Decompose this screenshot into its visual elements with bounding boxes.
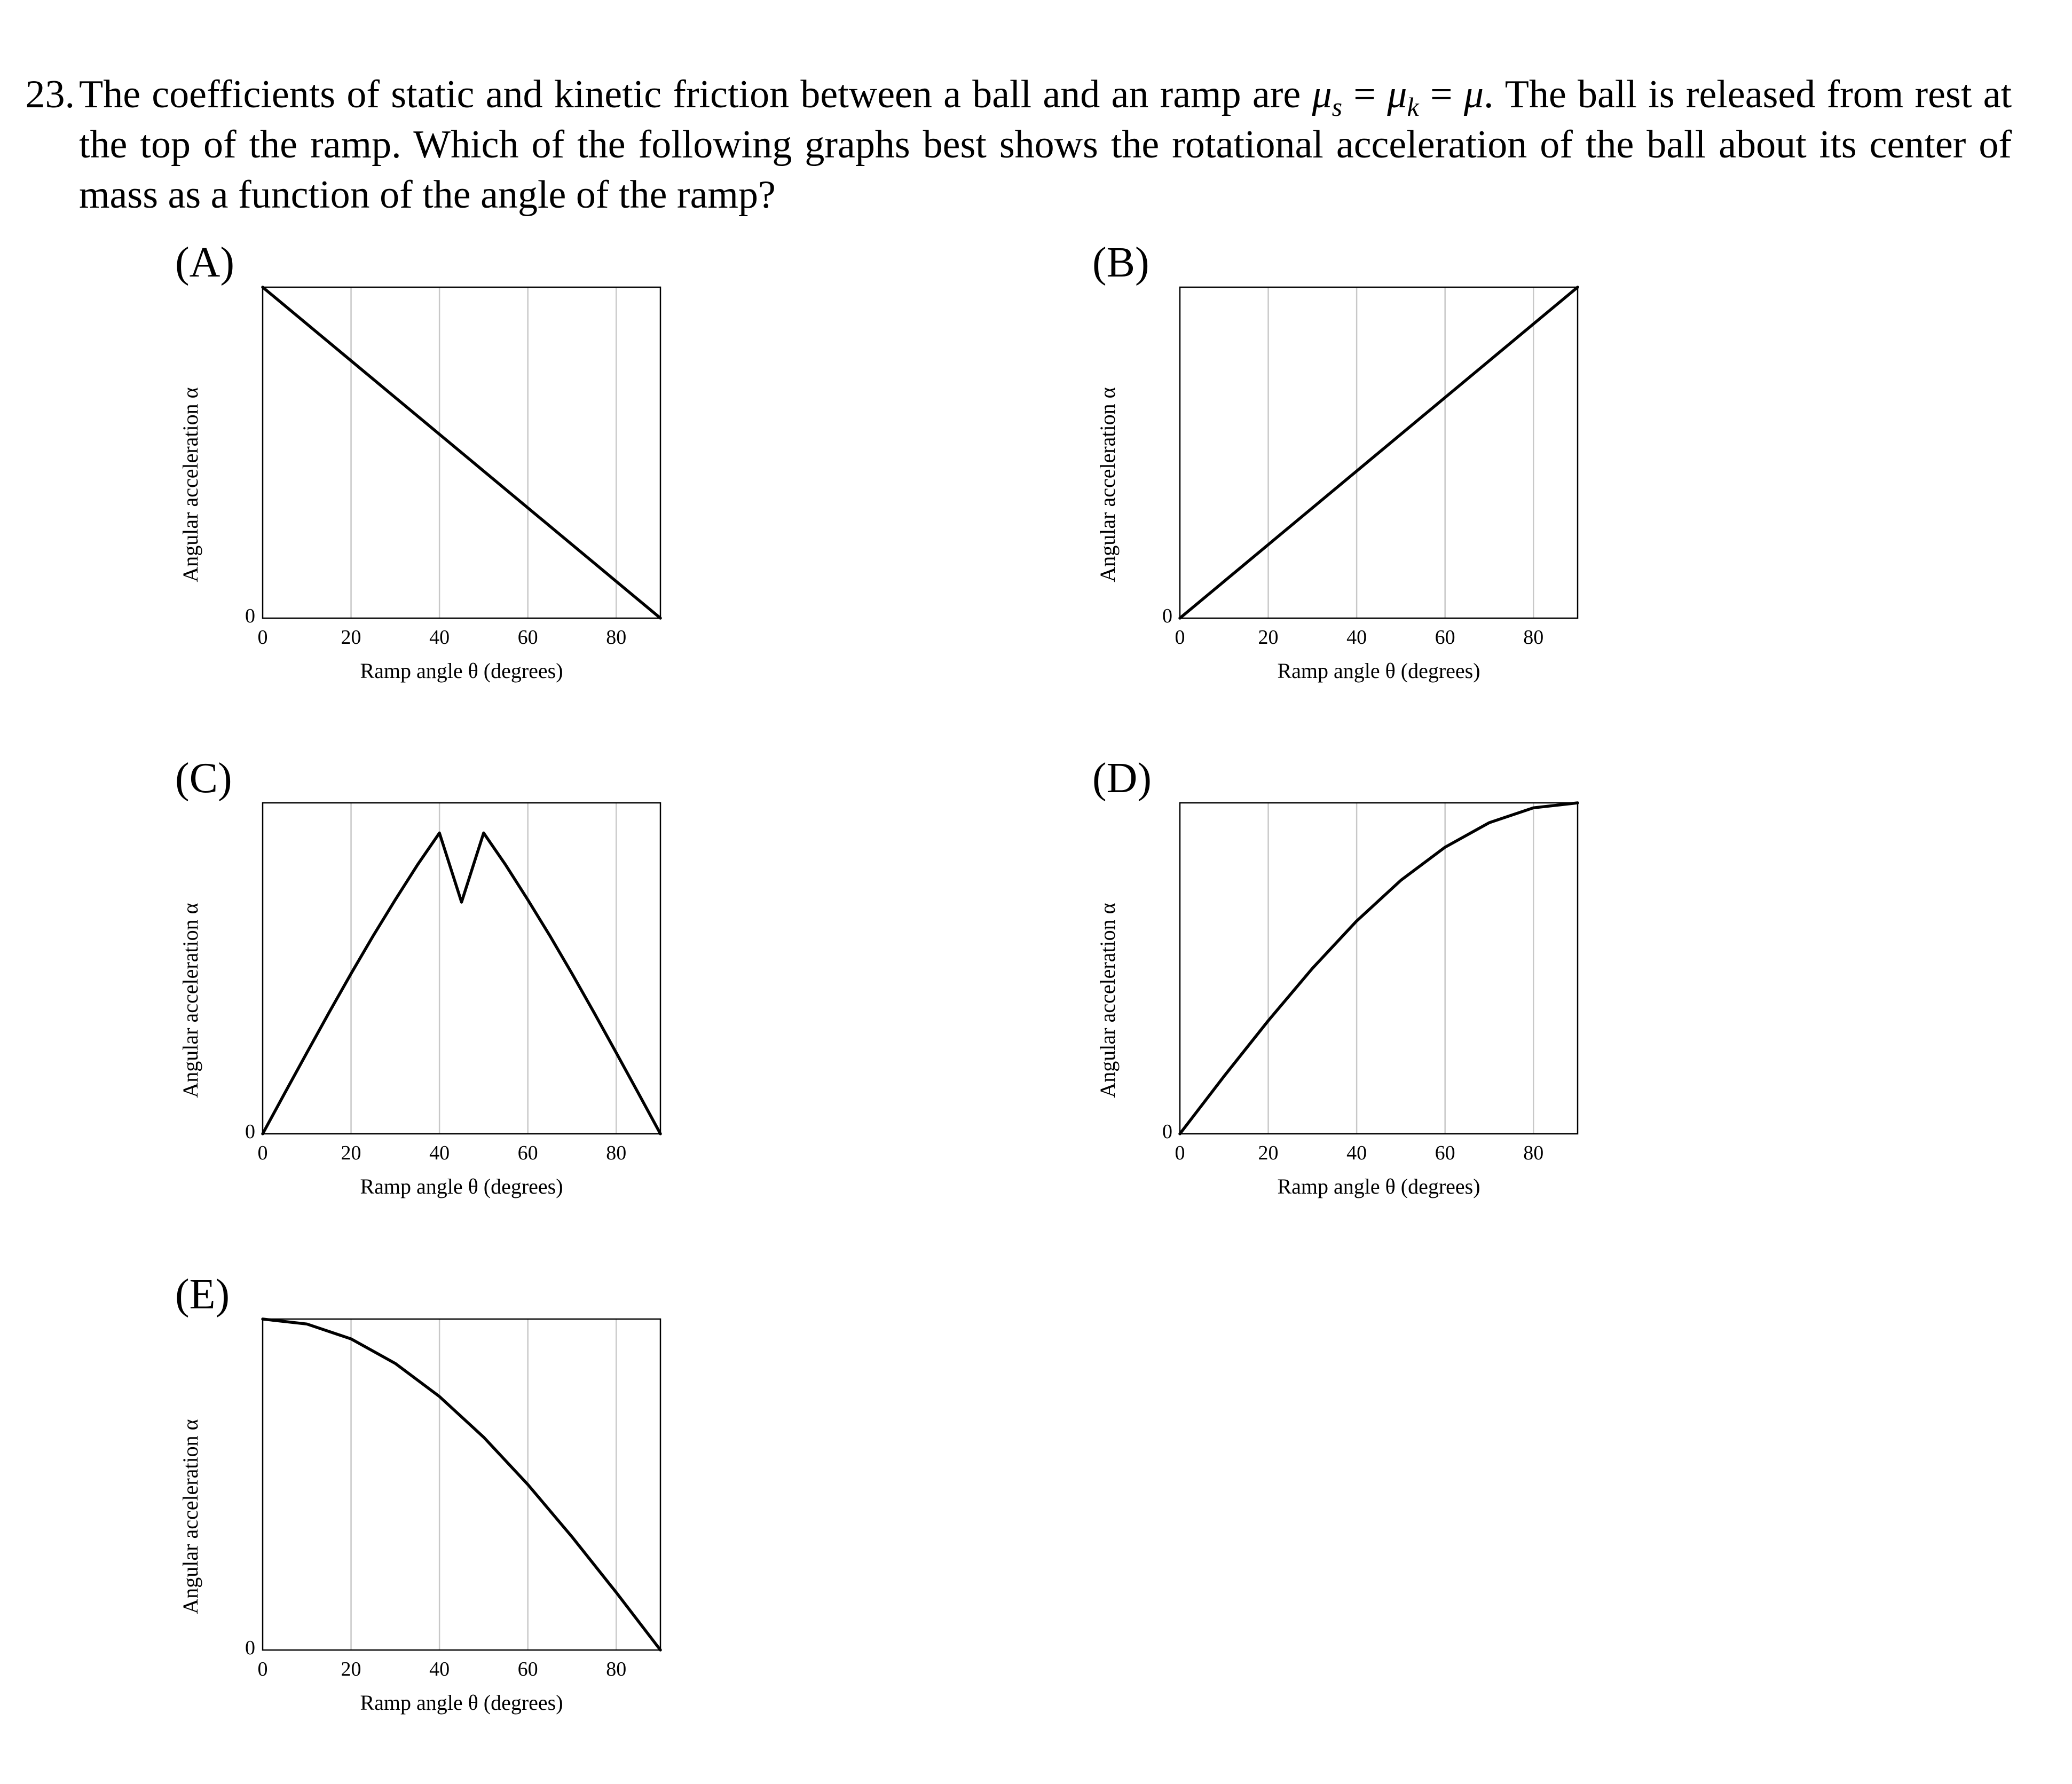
chart-a: 0 20 40 60 80 0 Ramp angle θ (degrees) Angular … bbox=[178, 286, 662, 683]
x-tick-label: 0 bbox=[258, 626, 268, 649]
x-tick-label: 60 bbox=[518, 1142, 538, 1164]
x-tick-label: 0 bbox=[1175, 626, 1185, 649]
x-tick-label: 20 bbox=[341, 626, 361, 649]
x-tick-label: 80 bbox=[606, 1142, 626, 1164]
x-tick-label: 40 bbox=[1346, 626, 1367, 649]
y-tick-label: 0 bbox=[1162, 605, 1172, 627]
plot-frame bbox=[262, 1318, 661, 1651]
x-tick-label: 20 bbox=[1258, 1142, 1279, 1164]
question-text: The coefficients of static and kinetic f… bbox=[79, 69, 2012, 220]
panel-label-d: (D) bbox=[1092, 755, 1152, 802]
y-axis-label: Angular acceleration α bbox=[1096, 387, 1120, 582]
x-tick-label: 0 bbox=[1175, 1142, 1185, 1164]
question-text-part2: . The ball is released from rest at the … bbox=[79, 73, 2012, 217]
x-tick-label: 60 bbox=[1435, 1142, 1455, 1164]
x-tick-label: 60 bbox=[1435, 626, 1455, 649]
question: 23. The coefficients of static and kinet… bbox=[26, 69, 2012, 220]
x-tick-label: 0 bbox=[258, 1142, 268, 1164]
x-tick-label: 80 bbox=[606, 626, 626, 649]
panel-label-a: (A) bbox=[175, 239, 235, 286]
chart-b: 0 20 40 60 80 0 Ramp angle θ (degrees) Angular … bbox=[1096, 286, 1579, 683]
x-axis-label: Ramp angle θ (degrees) bbox=[360, 1691, 563, 1715]
y-axis-label: Angular acceleration α bbox=[178, 903, 202, 1098]
mu-k-symbol: μ bbox=[1387, 73, 1407, 116]
panel-label-b: (B) bbox=[1092, 239, 1149, 286]
mu-symbol: μ bbox=[1463, 73, 1484, 116]
data-line bbox=[261, 286, 662, 620]
x-tick-label: 0 bbox=[258, 1658, 268, 1680]
x-tick-label: 40 bbox=[429, 1658, 450, 1680]
x-tick-label: 80 bbox=[1523, 1142, 1543, 1164]
chart-d: 0 20 40 60 80 0 Ramp angle θ (degrees) Angular … bbox=[1096, 801, 1579, 1198]
y-tick-label: 0 bbox=[245, 1637, 255, 1659]
mu-k-subscript: k bbox=[1407, 92, 1419, 122]
x-tick-label: 20 bbox=[1258, 626, 1279, 649]
data-line bbox=[261, 831, 662, 1135]
x-axis-label: Ramp angle θ (degrees) bbox=[360, 659, 563, 683]
data-line bbox=[261, 1317, 662, 1652]
x-tick-label: 60 bbox=[518, 626, 538, 649]
y-axis-label: Angular acceleration α bbox=[178, 1419, 202, 1614]
x-axis-label: Ramp angle θ (degrees) bbox=[1277, 659, 1480, 683]
data-line bbox=[1178, 286, 1579, 620]
y-tick-label: 0 bbox=[245, 1120, 255, 1143]
y-axis-label: Angular acceleration α bbox=[178, 387, 202, 582]
equals-sign-2: = bbox=[1419, 73, 1464, 116]
x-tick-label: 20 bbox=[341, 1142, 361, 1164]
x-axis-label: Ramp angle θ (degrees) bbox=[1277, 1174, 1480, 1198]
x-tick-label: 40 bbox=[429, 1142, 450, 1164]
x-tick-label: 20 bbox=[341, 1658, 361, 1680]
data-line bbox=[1178, 801, 1579, 1135]
x-tick-label: 80 bbox=[1523, 626, 1543, 649]
question-text-part1: The coefficients of static and kinetic f… bbox=[79, 73, 1312, 116]
mu-s-symbol: μ bbox=[1312, 73, 1332, 116]
chart-e: 0 20 40 60 80 0 Ramp angle θ (degrees) Angular … bbox=[178, 1317, 662, 1715]
x-axis-label: Ramp angle θ (degrees) bbox=[360, 1174, 563, 1198]
y-axis-label: Angular acceleration α bbox=[1096, 903, 1120, 1098]
panel-label-e: (E) bbox=[175, 1271, 230, 1318]
plot-frame bbox=[262, 286, 661, 619]
x-tick-label: 40 bbox=[1346, 1142, 1367, 1164]
y-tick-label: 0 bbox=[245, 605, 255, 627]
mu-s-subscript: s bbox=[1332, 92, 1343, 122]
panel-label-c: (C) bbox=[175, 755, 232, 802]
plot-frame bbox=[1179, 802, 1579, 1135]
equals-sign-1: = bbox=[1342, 73, 1388, 116]
plot-frame bbox=[1179, 286, 1579, 619]
x-tick-label: 60 bbox=[518, 1658, 538, 1680]
x-tick-label: 40 bbox=[429, 626, 450, 649]
x-tick-label: 80 bbox=[606, 1658, 626, 1680]
question-number: 23. bbox=[25, 73, 75, 116]
y-tick-label: 0 bbox=[1162, 1120, 1172, 1143]
plot-frame bbox=[262, 802, 661, 1135]
chart-c: 0 20 40 60 80 0 Ramp angle θ (degrees) Angular … bbox=[178, 802, 662, 1198]
